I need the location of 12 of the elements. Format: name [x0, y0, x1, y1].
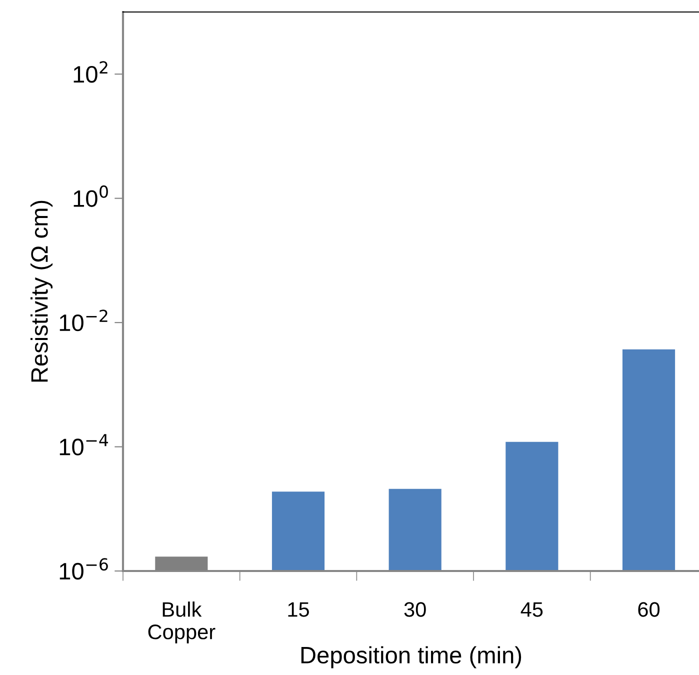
y-tick-label: 10$^{−4}$	[60, 434, 108, 456]
x-tick-label: 30	[404, 602, 426, 617]
y-tick-label: 10$^{0}$	[74, 185, 108, 207]
x-tick-label: 45	[520, 602, 543, 617]
y-axis-title: Resistivity (Ω cm)	[30, 200, 53, 382]
y-tick-label: 10$^{−6}$	[60, 558, 108, 580]
y-tick-label: 10$^{−2}$	[60, 310, 108, 332]
x-tick-label: 60	[638, 602, 660, 617]
y-tick-label: 10$^{2}$	[74, 61, 108, 83]
x-tick-label: 15	[288, 602, 309, 617]
x-tick-label: Bulk Copper	[148, 602, 216, 644]
x-axis-title: Deposition time (min)	[301, 646, 522, 668]
